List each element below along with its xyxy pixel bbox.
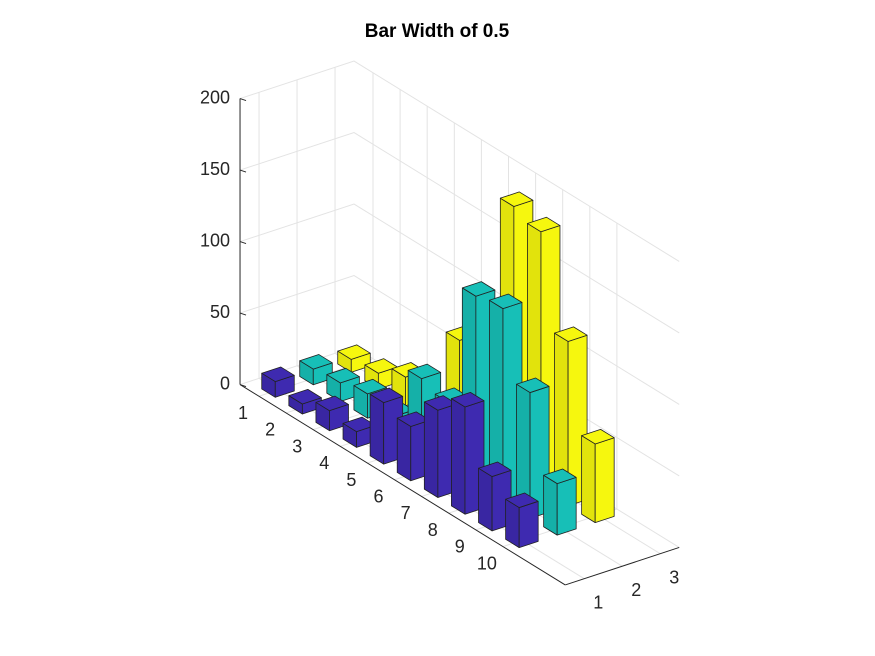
x-tick-label: 9: [455, 537, 465, 557]
bar-shade: [397, 418, 411, 481]
bar-top: [461, 281, 496, 297]
y-tick-label: 3: [669, 567, 679, 587]
bar-top: [499, 191, 534, 207]
bar-shade: [326, 374, 341, 402]
bar-top: [554, 326, 588, 342]
x-tick-label: 3: [292, 436, 302, 456]
z-tick-label: 100: [200, 230, 230, 250]
z-tick: [239, 312, 247, 316]
z-tick-label: 50: [210, 302, 230, 322]
z-tick-label: 150: [200, 159, 230, 179]
bar-shade: [554, 333, 569, 506]
bar-shade: [451, 398, 465, 515]
x-tick-label: 1: [238, 403, 248, 423]
bar-shade: [343, 423, 357, 448]
bar-top: [505, 492, 539, 508]
bar: [451, 391, 485, 515]
bar: [315, 395, 349, 432]
bar-shade: [543, 475, 558, 536]
bar-shade: [478, 468, 493, 531]
bar-shade: [315, 402, 330, 431]
bar-top: [261, 366, 295, 382]
bar-top: [353, 378, 387, 395]
x-tick-label: 8: [428, 520, 438, 540]
bar-shade: [288, 395, 303, 414]
bar-shade: [581, 435, 596, 523]
bar-shade: [489, 300, 503, 502]
x-tick-label: 4: [319, 453, 329, 473]
x-tick-label: 10: [477, 553, 497, 573]
bar-shade: [299, 360, 314, 385]
bar-top: [489, 293, 523, 310]
bar-top: [527, 216, 561, 233]
grid-line: [239, 132, 680, 334]
bar-top: [326, 367, 360, 384]
bar: [543, 468, 577, 536]
bar-top: [369, 387, 404, 404]
bar: [505, 492, 539, 548]
bar-top: [407, 363, 442, 380]
bar-face: [556, 476, 577, 536]
axis-line: [565, 546, 680, 586]
bar-top: [516, 377, 550, 393]
bar-shade: [261, 373, 276, 398]
bar-shade: [516, 384, 531, 519]
bar-top: [337, 344, 371, 360]
grid-line: [239, 60, 680, 262]
y-tick-label: 1: [593, 592, 603, 612]
axis-line: [239, 384, 566, 586]
bar: [554, 326, 588, 507]
x-tick-label: 2: [265, 420, 275, 440]
z-tick-label: 0: [220, 373, 230, 393]
bar: [581, 428, 615, 523]
bar-top: [581, 428, 615, 445]
bar: [261, 366, 295, 398]
bar-shade: [353, 385, 368, 419]
bar-top: [288, 388, 322, 405]
bar-shade: [505, 499, 520, 548]
z-tick: [239, 169, 247, 173]
bar-top: [315, 395, 349, 412]
bar-top: [543, 468, 577, 485]
x-tick-label: 6: [373, 487, 383, 507]
x-tick-label: 5: [346, 470, 356, 490]
bar-face: [518, 500, 539, 548]
bar-top: [299, 354, 333, 370]
bar-shade: [370, 394, 384, 465]
bar-top: [451, 391, 485, 408]
bar-shade: [337, 351, 352, 373]
z-tick-label: 200: [200, 87, 230, 107]
chart-title: Bar Width of 0.5: [365, 21, 510, 42]
x-tick-label: 7: [401, 503, 411, 523]
bar-face: [594, 437, 615, 523]
y-tick-label: 2: [631, 580, 641, 600]
z-tick: [239, 241, 247, 245]
bar-shade: [424, 401, 438, 498]
grid-line: [258, 377, 585, 580]
z-tick: [239, 98, 247, 102]
bar-top: [478, 461, 512, 477]
